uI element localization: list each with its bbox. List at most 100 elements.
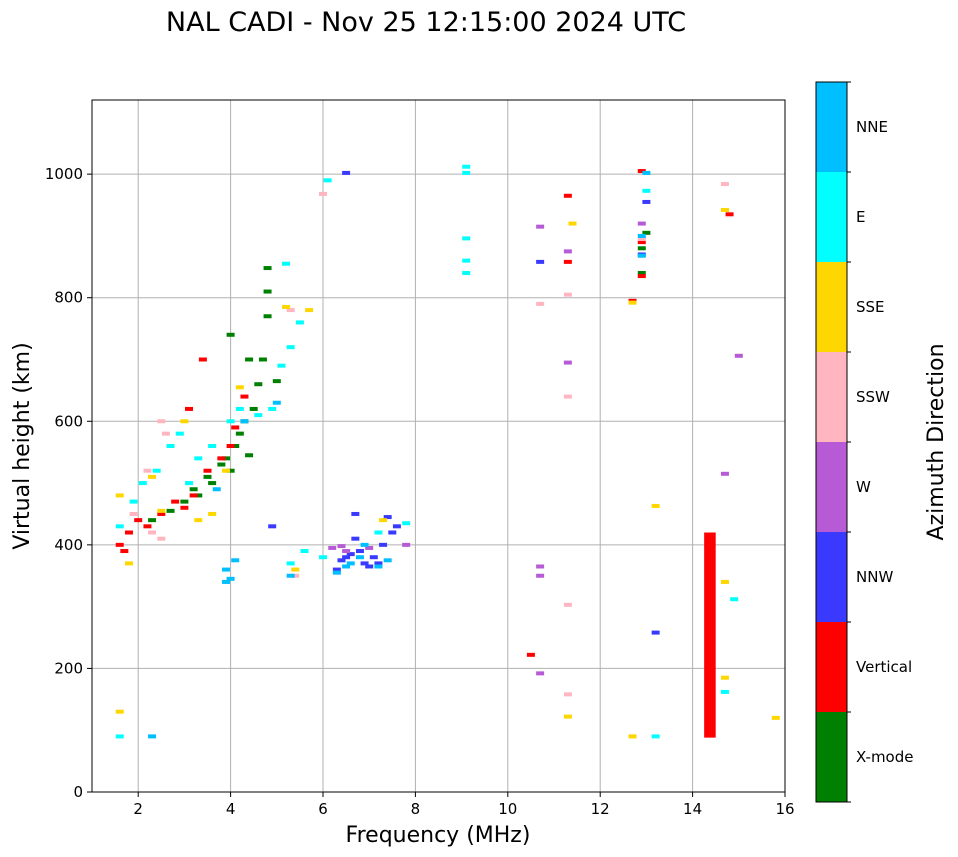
data-point-vertical xyxy=(185,406,194,411)
data-point-x-mode xyxy=(263,289,272,294)
data-point-sse xyxy=(771,715,780,720)
data-point-w xyxy=(536,573,545,578)
x-axis-label: Frequency (MHz) xyxy=(346,823,531,848)
data-point-ssw xyxy=(637,237,646,242)
data-point-e xyxy=(277,363,286,368)
data-point-ssw xyxy=(291,573,300,578)
data-point-w xyxy=(536,671,545,676)
data-point-e xyxy=(254,413,263,418)
plot-area-background xyxy=(92,100,785,792)
data-point-nne xyxy=(637,233,646,238)
x-tick-label: 6 xyxy=(318,800,328,818)
data-point-nne xyxy=(355,555,364,560)
data-point-x-mode xyxy=(208,481,217,486)
data-point-nne xyxy=(148,734,157,739)
data-point-nne xyxy=(332,570,341,575)
data-point-vertical xyxy=(725,212,734,217)
data-point-e xyxy=(374,530,383,535)
data-point-vertical xyxy=(637,169,646,174)
data-point-e xyxy=(152,468,161,473)
data-point-x-mode xyxy=(637,271,646,275)
data-point-e xyxy=(300,549,309,554)
colorbar-label-vertical: Vertical xyxy=(856,658,912,676)
data-point-nnw xyxy=(351,536,360,541)
data-point-w xyxy=(536,564,545,569)
y-tick-label: 1000 xyxy=(45,165,83,183)
data-point-vertical xyxy=(563,193,572,198)
data-point-vertical xyxy=(526,652,535,657)
data-point-e xyxy=(166,444,175,448)
data-point-e xyxy=(129,499,138,504)
data-point-x-mode xyxy=(245,453,254,458)
data-point-sse xyxy=(628,300,637,305)
y-tick-label: 400 xyxy=(54,536,83,554)
data-point-e xyxy=(402,521,411,526)
data-point-sse xyxy=(157,508,166,513)
data-point-sse xyxy=(148,474,157,479)
data-point-nne xyxy=(221,579,230,584)
data-point-x-mode xyxy=(226,332,235,337)
data-point-w xyxy=(402,542,411,547)
data-point-sse xyxy=(720,675,729,680)
data-point-vertical xyxy=(143,524,152,529)
data-point-e xyxy=(323,178,332,183)
data-point-x-mode xyxy=(148,518,157,523)
data-point-ssw xyxy=(148,530,157,535)
data-point-ssw xyxy=(143,468,152,473)
data-point-nne xyxy=(286,573,295,578)
data-point-nnw xyxy=(332,567,341,572)
data-point-ssw xyxy=(286,308,295,313)
colorbar-segment-w xyxy=(816,442,847,532)
data-point-nnw xyxy=(342,170,351,175)
colorbar-segment-x-mode xyxy=(816,712,847,802)
data-point-e xyxy=(720,689,729,694)
x-tick-label: 10 xyxy=(498,800,517,818)
data-point-e xyxy=(730,597,739,602)
data-point-sse xyxy=(235,385,244,390)
colorbar-label-sse: SSE xyxy=(856,298,885,316)
data-point-nnw xyxy=(374,561,383,566)
data-point-x-mode xyxy=(226,468,235,473)
data-point-nne xyxy=(212,487,221,492)
data-point-x-mode xyxy=(221,456,230,461)
data-point-nne xyxy=(637,253,646,258)
data-point-nnw xyxy=(392,524,401,529)
data-point-e xyxy=(286,561,295,566)
data-point-vertical xyxy=(226,444,235,448)
data-point-ssw xyxy=(563,394,572,399)
data-point-e xyxy=(175,431,184,436)
data-point-nne xyxy=(360,542,369,547)
data-point-vertical xyxy=(115,542,124,547)
data-point-x-mode xyxy=(166,508,175,513)
data-point-ssw xyxy=(161,431,170,436)
data-point-sse xyxy=(305,308,314,313)
data-point-x-mode xyxy=(235,431,244,436)
y-tick-label: 800 xyxy=(54,289,83,307)
y-axis-label: Virtual height (km) xyxy=(10,342,35,549)
data-point-x-mode xyxy=(254,382,263,387)
data-point-x-mode xyxy=(217,462,226,467)
data-point-x-mode xyxy=(263,266,272,271)
data-point-w xyxy=(328,545,337,550)
data-point-sse xyxy=(568,221,577,226)
data-point-nnw xyxy=(642,199,651,204)
data-point-sse xyxy=(282,304,291,309)
data-point-x-mode xyxy=(642,230,651,235)
data-point-nnw xyxy=(383,515,392,520)
data-point-e xyxy=(642,188,651,193)
data-point-ssw xyxy=(319,191,327,196)
y-tick-label: 0 xyxy=(73,783,83,801)
data-point-sse xyxy=(651,503,660,508)
x-tick-label: 8 xyxy=(411,800,421,818)
data-point-vertical xyxy=(231,425,240,430)
data-point-nne xyxy=(374,564,383,569)
data-point-e xyxy=(138,481,147,486)
colorbar-segment-ssw xyxy=(816,352,847,442)
data-point-w xyxy=(342,549,351,554)
colorbar-segment-sse xyxy=(816,262,847,352)
data-point-x-mode xyxy=(263,314,272,319)
x-tick-label: 2 xyxy=(133,800,143,818)
data-points xyxy=(115,164,780,739)
data-point-vertical xyxy=(171,499,180,504)
y-tick-label: 200 xyxy=(54,659,83,677)
